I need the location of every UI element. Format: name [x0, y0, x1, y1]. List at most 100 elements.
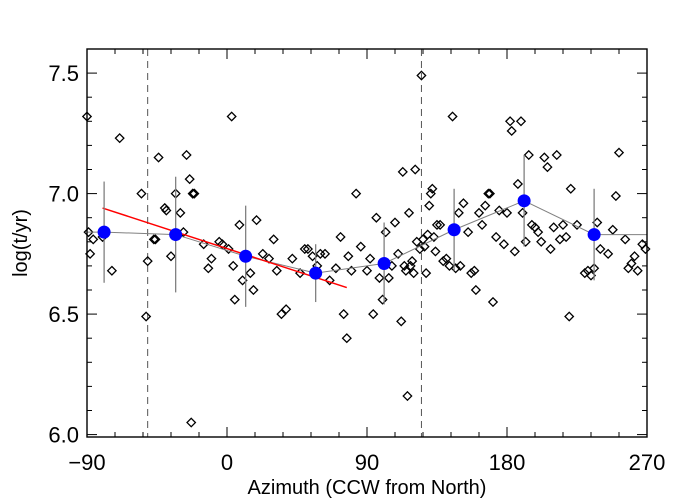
data-point-diamond — [545, 243, 556, 255]
data-point-diamond — [498, 239, 510, 250]
data-point-diamond — [371, 212, 382, 223]
data-point-diamond — [431, 219, 443, 231]
data-point-diamond — [462, 227, 474, 238]
data-point-diamond — [403, 207, 415, 218]
data-point-diamond — [245, 268, 256, 279]
data-point-diamond — [276, 308, 287, 320]
binned-points-layer — [97, 155, 601, 307]
data-point-diamond — [512, 178, 524, 190]
data-point-diamond — [83, 227, 94, 238]
data-point-diamond — [476, 219, 488, 231]
data-point-diamond — [506, 125, 517, 137]
data-point-diamond — [228, 260, 239, 272]
x-tick-label: −90 — [68, 450, 105, 475]
data-point-diamond — [551, 149, 562, 161]
x-tick-label: 90 — [355, 450, 379, 475]
binned-mean-line — [87, 200, 647, 274]
y-tick-label: 7.5 — [48, 61, 79, 86]
data-point-diamond — [487, 296, 499, 308]
data-point-diamond — [444, 260, 455, 272]
data-point-diamond — [114, 133, 125, 144]
data-point-diamond — [453, 207, 464, 218]
data-point-diamond — [520, 236, 531, 247]
data-point-diamond — [466, 268, 477, 279]
plot-frame — [86, 48, 648, 438]
y-tick-label: 7.0 — [48, 182, 79, 207]
data-point-diamond — [410, 164, 421, 175]
data-point-diamond — [248, 284, 259, 296]
data-point-diamond — [338, 308, 349, 320]
data-point-diamond — [142, 255, 153, 267]
data-point-diamond — [319, 248, 331, 259]
data-point-diamond — [302, 243, 314, 255]
data-point-diamond — [187, 188, 198, 199]
y-tick-label: 6.0 — [48, 423, 79, 448]
data-point-diamond — [626, 258, 637, 269]
binned-mean-point — [377, 256, 391, 270]
data-point-diamond — [610, 190, 622, 202]
y-tick-label: 6.5 — [48, 302, 79, 327]
data-point-diamond — [427, 183, 438, 194]
data-point-diamond — [186, 417, 197, 428]
data-point-diamond — [361, 265, 373, 276]
data-point-diamond — [490, 231, 502, 243]
data-point-diamond — [400, 265, 412, 276]
data-point-diamond — [565, 183, 576, 194]
data-point-diamond — [450, 263, 461, 274]
data-point-diamond — [542, 161, 553, 173]
data-point-diamond — [268, 234, 279, 245]
data-point-diamond — [189, 188, 200, 199]
data-point-diamond — [165, 251, 177, 262]
trend-lines-layer — [87, 200, 647, 289]
data-point-diamond — [607, 224, 618, 235]
data-point-diamond — [203, 263, 214, 274]
data-point-diamond — [226, 111, 237, 122]
data-point-diamond — [271, 265, 282, 276]
data-point-diamond — [517, 207, 528, 218]
binned-mean-point — [517, 194, 531, 208]
data-point-diamond — [420, 268, 432, 279]
data-point-diamond — [480, 200, 491, 211]
data-point-diamond — [458, 198, 469, 209]
data-point-diamond — [368, 308, 379, 320]
data-point-diamond — [280, 304, 292, 315]
data-point-diamond — [595, 243, 606, 255]
data-point-diamond — [447, 111, 458, 122]
data-point-diamond — [315, 248, 326, 259]
data-point-diamond — [364, 253, 376, 264]
data-point-diamond — [181, 149, 192, 161]
data-point-diamond — [539, 152, 550, 163]
binned-mean-point — [447, 223, 461, 237]
data-point-diamond — [234, 219, 245, 231]
x-tick-label: 0 — [221, 450, 233, 475]
data-point-diamond — [515, 116, 527, 127]
data-point-diamond — [350, 188, 362, 199]
binned-mean-point — [239, 249, 253, 263]
data-point-diamond — [341, 333, 352, 344]
data-point-diamond — [148, 234, 160, 245]
data-point-diamond — [632, 265, 643, 276]
data-point-diamond — [620, 234, 631, 245]
data-point-diamond — [613, 147, 625, 158]
x-axis-title: Azimuth (CCW from North) — [248, 477, 487, 499]
data-point-diamond — [88, 234, 99, 245]
data-point-diamond — [251, 214, 262, 226]
data-point-diamond — [455, 260, 466, 272]
data-point-diamond — [579, 268, 590, 279]
data-point-diamond — [374, 272, 385, 284]
data-point-diamond — [557, 219, 569, 231]
data-point-diamond — [470, 284, 482, 296]
data-point-diamond — [206, 253, 217, 264]
data-point-diamond — [523, 149, 534, 161]
data-point-diamond — [140, 311, 152, 322]
y-axis-title: log(t/yr) — [10, 209, 32, 277]
data-point-diamond — [343, 251, 354, 262]
data-point-diamond — [548, 222, 559, 233]
data-point-diamond — [389, 217, 401, 228]
binned-mean-point — [309, 266, 323, 280]
data-point-diamond — [346, 265, 357, 276]
data-point-diamond — [424, 200, 435, 211]
data-point-diamond — [434, 219, 446, 231]
binned-mean-point — [587, 228, 601, 242]
data-point-diamond — [629, 251, 640, 262]
